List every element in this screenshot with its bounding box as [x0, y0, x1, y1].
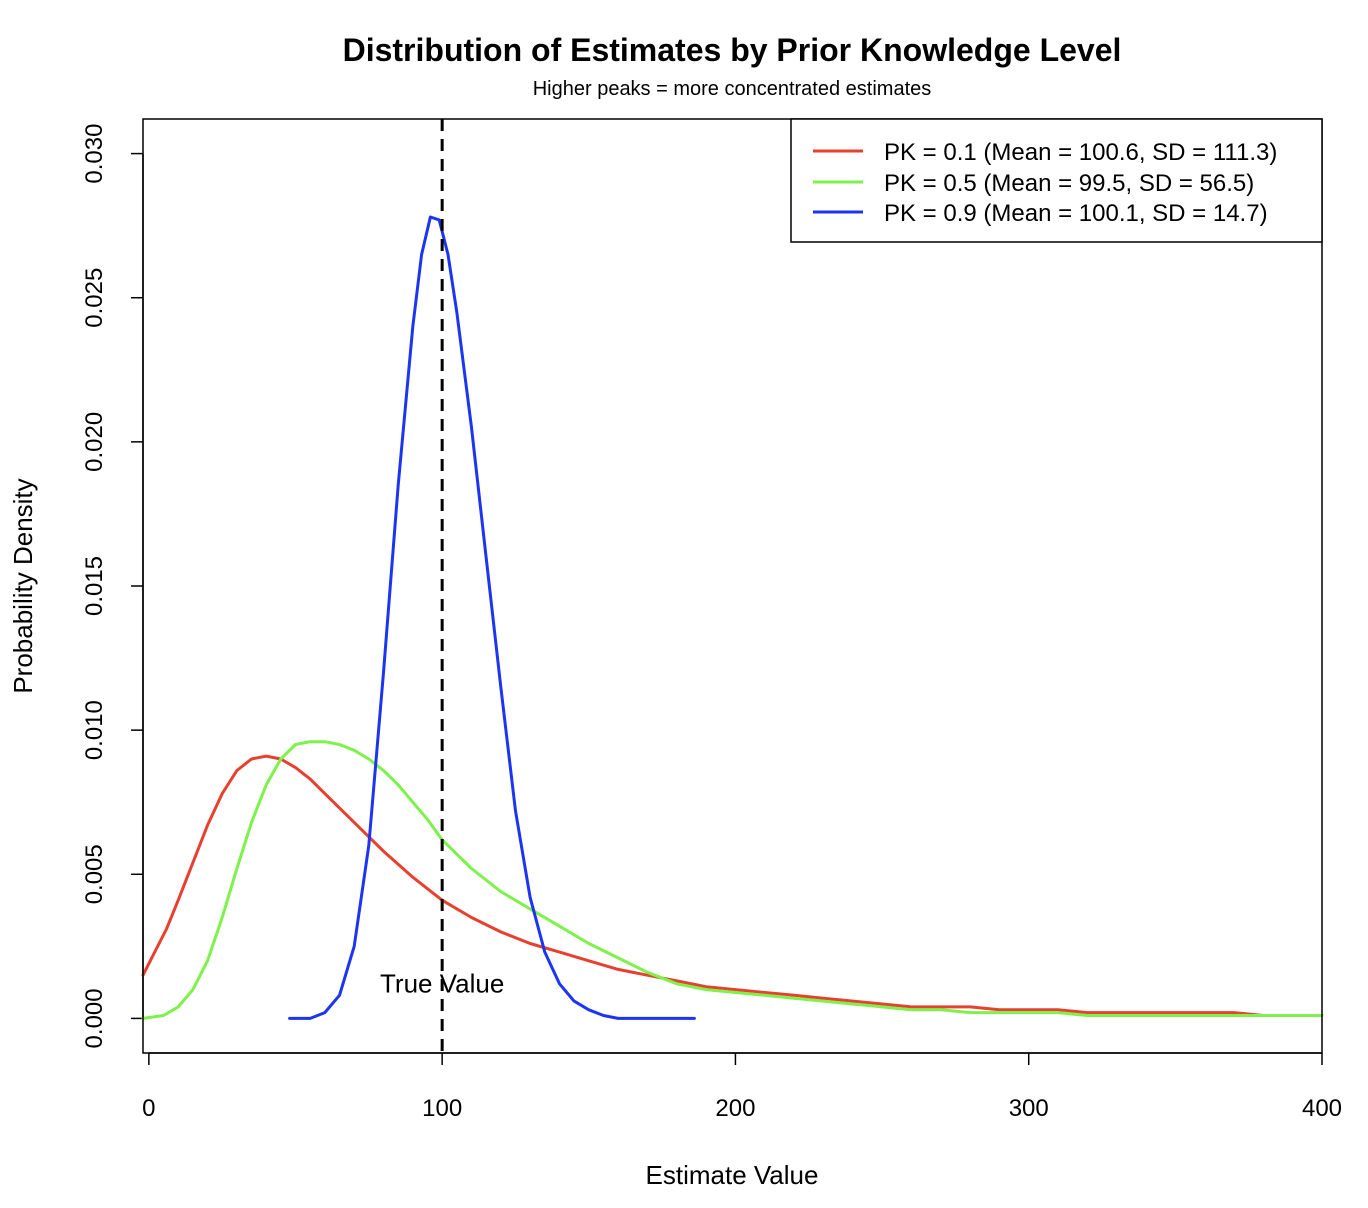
chart-subtitle: Higher peaks = more concentrated estimat… [533, 78, 932, 100]
chart-title: Distribution of Estimates by Prior Knowl… [343, 32, 1122, 68]
legend-box [790, 118, 1323, 243]
y-tick-label: 0.020 [81, 412, 108, 472]
x-tick-label: 200 [715, 1095, 755, 1122]
legend: PK = 0.1 (Mean = 100.6, SD = 111.3) PK =… [790, 118, 1323, 243]
plot-frame [142, 118, 1323, 1054]
series-line-1 [141, 754, 1324, 1017]
series-line-2 [141, 740, 1324, 1020]
series-layer [141, 215, 1324, 1020]
y-tick-label: 0.015 [81, 556, 108, 616]
y-tick-label: 0.025 [81, 268, 108, 328]
y-axis: 0.000 0.005 0.010 0.015 0.020 0.025 0.030 [81, 124, 144, 1048]
legend-label-pk05: PK = 0.5 (Mean = 99.5, SD = 56.5) [884, 170, 1254, 197]
legend-label-pk09: PK = 0.9 (Mean = 100.1, SD = 14.7) [884, 200, 1268, 227]
y-tick-label: 0.005 [81, 844, 108, 904]
x-tick-label: 100 [422, 1095, 462, 1122]
y-tick-label: 0.010 [81, 700, 108, 760]
x-tick-label: 300 [1009, 1095, 1049, 1122]
true-value-label: True Value [380, 968, 504, 998]
y-tick-label: 0.000 [81, 988, 108, 1048]
y-axis-label: Probability Density [8, 478, 38, 693]
x-tick-label: 400 [1302, 1095, 1342, 1122]
series-line-3 [288, 215, 696, 1020]
x-axis: 0 100 200 300 400 [142, 1052, 1342, 1122]
x-axis-label: Estimate Value [646, 1160, 819, 1190]
reference-layer: True Value [380, 119, 504, 1053]
y-tick-label: 0.030 [81, 124, 108, 184]
x-tick-label: 0 [142, 1095, 155, 1122]
legend-label-pk01: PK = 0.1 (Mean = 100.6, SD = 111.3) [884, 139, 1277, 166]
